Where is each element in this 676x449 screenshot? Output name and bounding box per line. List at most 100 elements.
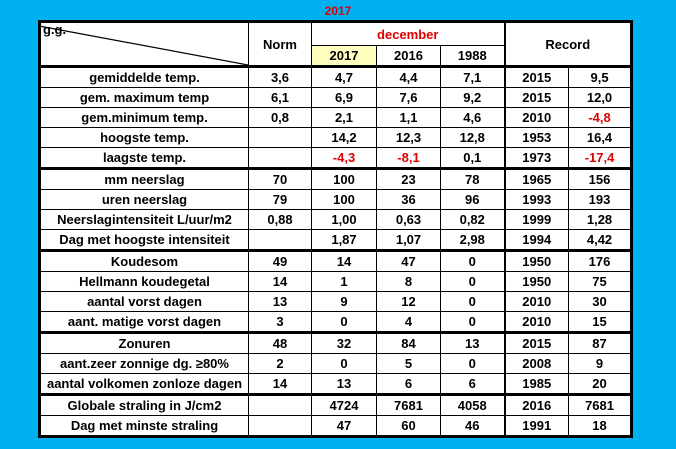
cell: [248, 127, 312, 148]
row-group: Zonuren 48 32 84 13 2015 87 aant.zeer zonnige d…: [39, 332, 633, 395]
cell: 100: [311, 168, 377, 190]
row-label: aantal volkomen zonloze dagen: [39, 373, 249, 395]
diagonal: [41, 23, 248, 65]
cell: 47: [376, 250, 441, 272]
row-label: hoogste temp.: [39, 127, 249, 148]
row: Dag met hoogste intensiteit 1,87 1,07 2,98 1…: [39, 229, 633, 251]
cell: 1,87: [311, 229, 377, 251]
row-label: laagste temp.: [39, 147, 249, 169]
cell: 0: [439, 291, 506, 312]
cell: -17,4: [568, 147, 633, 169]
row: gemiddelde temp. 3,6 4,7 4,4 7,1 2015 9,5: [39, 66, 633, 88]
cell: 84: [376, 332, 441, 354]
row: aantal volkomen zonloze dagen 14 13 6 6 1985 2…: [39, 373, 633, 395]
row: Hellmann koudegetal 14 1 8 0 1950 75: [39, 271, 633, 292]
cell: 1,1: [376, 107, 441, 128]
row-label: aant. matige vorst dagen: [39, 311, 249, 333]
cell: 6: [376, 373, 441, 395]
row-label: Dag met minste straling: [39, 415, 249, 437]
row: gem. maximum temp 6,1 6,9 7,6 9,2 2015 12,0: [39, 87, 633, 108]
row-label: Neerslagintensiteit L/uur/m2: [39, 209, 249, 230]
year-header: 2017: [311, 45, 377, 67]
cell: 13: [439, 332, 506, 354]
cell: 6: [439, 373, 506, 395]
corner-label: g.g.: [43, 22, 67, 37]
row-label: Hellmann koudegetal: [39, 271, 249, 292]
cell: 14: [248, 373, 312, 395]
cell: 16,4: [568, 127, 633, 148]
row-label: Zonuren: [39, 332, 249, 354]
row: aant. matige vorst dagen 3 0 4 0 2010 15: [39, 311, 633, 333]
cell: 20: [568, 373, 633, 395]
cell: 4,6: [439, 107, 506, 128]
period-header: december: [310, 21, 506, 46]
norm-header: Norm: [248, 21, 312, 67]
cell: 6,9: [311, 87, 377, 108]
cell: 1950: [503, 250, 570, 272]
cell: 0: [311, 311, 377, 333]
cell: -4,8: [568, 107, 633, 128]
cell: 2015: [503, 332, 570, 354]
cell: 23: [376, 168, 441, 190]
row: laagste temp. -4,3 -8,1 0,1 1973 -17,4: [39, 147, 633, 169]
cell: 176: [568, 250, 633, 272]
cell: -4,3: [311, 147, 377, 169]
row: Globale straling in J/cm2 4724 7681 4058 201…: [39, 394, 633, 416]
year-header: 1988: [439, 45, 506, 67]
cell: 32: [311, 332, 377, 354]
cell: 4058: [439, 394, 506, 416]
row-group: gemiddelde temp. 3,6 4,7 4,4 7,1 2015 9,5 gem. …: [39, 66, 633, 169]
cell: 9: [311, 291, 377, 312]
cell: 48: [248, 332, 312, 354]
cell: 96: [439, 189, 506, 210]
row: hoogste temp. 14,2 12,3 12,8 1953 16,4: [39, 127, 633, 148]
row-label: aantal vorst dagen: [39, 291, 249, 312]
cell: 1950: [503, 271, 570, 292]
cell: 15: [568, 311, 633, 333]
cell: 7,1: [439, 66, 506, 88]
cell: 1,07: [376, 229, 441, 251]
row-label: Globale straling in J/cm2: [39, 394, 249, 416]
cell: 4,7: [311, 66, 377, 88]
cell: [248, 229, 312, 251]
row: gem.minimum temp. 0,8 2,1 1,1 4,6 2010 -4,8: [39, 107, 633, 128]
cell: 49: [248, 250, 312, 272]
cell: 8: [376, 271, 441, 292]
cell: 100: [311, 189, 377, 210]
cell: 1,28: [568, 209, 633, 230]
cell: 0,88: [248, 209, 312, 230]
cell: 0: [439, 311, 506, 333]
cell: 60: [376, 415, 441, 437]
cell: 0,1: [439, 147, 506, 169]
cell: 12: [376, 291, 441, 312]
row: Zonuren 48 32 84 13 2015 87: [39, 332, 633, 354]
cell: 0: [439, 353, 506, 374]
row: Neerslagintensiteit L/uur/m2 0,88 1,00 0,63…: [39, 209, 633, 230]
record-header: Record: [503, 21, 633, 67]
cell: 0,82: [439, 209, 506, 230]
cell: 1999: [503, 209, 570, 230]
cell: 18: [568, 415, 633, 437]
cell: 2008: [503, 353, 570, 374]
cell: 1965: [503, 168, 570, 190]
cell: 13: [311, 373, 377, 395]
row-label: gemiddelde temp.: [39, 66, 249, 88]
row-label: mm neerslag: [39, 168, 249, 190]
cell: 0: [311, 353, 377, 374]
cell: 7,6: [376, 87, 441, 108]
cell: 5: [376, 353, 441, 374]
cell: 9,2: [439, 87, 506, 108]
cell: 0,8: [248, 107, 312, 128]
row-label: uren neerslag: [39, 189, 249, 210]
cell: 13: [248, 291, 312, 312]
title: 2017: [324, 4, 352, 18]
cell: 4: [376, 311, 441, 333]
cell: 7681: [376, 394, 441, 416]
cell: 70: [248, 168, 312, 190]
row: Dag met minste straling 47 60 46 1991 18: [39, 415, 633, 437]
cell: 1991: [503, 415, 570, 437]
corner-cell: g.g.: [39, 21, 249, 67]
cell: 7681: [568, 394, 633, 416]
cell: 1: [311, 271, 377, 292]
